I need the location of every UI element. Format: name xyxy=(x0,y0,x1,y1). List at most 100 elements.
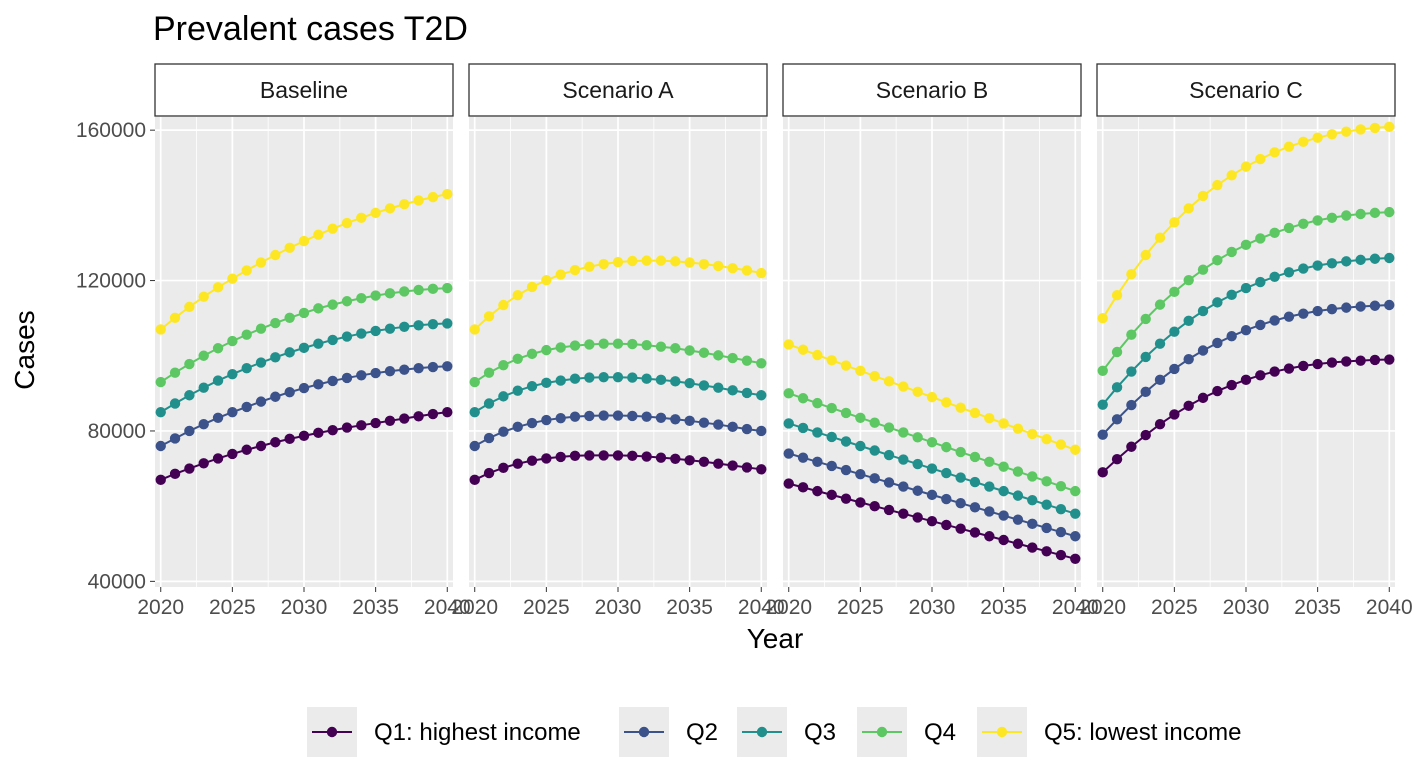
data-point xyxy=(655,255,667,266)
facet-panel-scenario-c: Scenario C 2020 2025 2030 2035 2040 xyxy=(1079,63,1413,619)
data-point xyxy=(1298,263,1309,274)
data-point xyxy=(641,373,652,384)
legend-label: Q5: lowest income xyxy=(1044,719,1241,746)
data-point xyxy=(1255,370,1266,381)
data-point xyxy=(1212,255,1223,266)
data-point xyxy=(855,412,866,423)
data-point xyxy=(555,342,566,353)
data-point xyxy=(1197,305,1209,317)
data-point xyxy=(512,385,523,396)
data-point xyxy=(313,338,324,349)
data-point xyxy=(840,464,852,476)
data-point xyxy=(155,324,166,335)
data-point xyxy=(284,347,295,358)
data-point xyxy=(627,450,638,461)
data-point xyxy=(442,318,453,329)
x-tick-label: 2020 xyxy=(765,596,812,619)
data-point xyxy=(1111,453,1123,465)
data-point xyxy=(1183,315,1194,326)
data-point xyxy=(969,502,981,513)
facet-strip-label: Baseline xyxy=(260,77,348,103)
facet-strip xyxy=(1096,63,1396,117)
data-point xyxy=(1226,379,1237,391)
data-point xyxy=(1312,305,1323,317)
data-point xyxy=(1183,274,1194,286)
data-point xyxy=(598,338,609,349)
data-point xyxy=(1226,331,1237,342)
data-point xyxy=(612,410,624,421)
data-point xyxy=(869,417,880,428)
data-point xyxy=(227,335,238,347)
data-point xyxy=(1154,374,1166,386)
data-point xyxy=(955,472,966,483)
data-point xyxy=(1240,239,1252,251)
data-point xyxy=(155,376,166,388)
data-point xyxy=(612,338,624,349)
data-point xyxy=(670,256,681,267)
data-point xyxy=(584,372,595,383)
data-point xyxy=(584,339,595,350)
data-point xyxy=(756,464,767,475)
data-point xyxy=(555,412,566,424)
data-point xyxy=(883,504,895,516)
data-point xyxy=(941,493,952,505)
facet-strip xyxy=(154,63,454,117)
data-point xyxy=(1183,203,1194,214)
data-point xyxy=(427,191,439,203)
data-point xyxy=(1140,249,1151,261)
data-point xyxy=(1312,358,1323,370)
data-point xyxy=(1226,246,1237,258)
data-point xyxy=(1312,260,1323,271)
data-point xyxy=(869,445,880,456)
data-point xyxy=(1298,218,1309,229)
series-5 xyxy=(783,339,1081,455)
data-point xyxy=(612,371,624,383)
data-point xyxy=(855,469,866,480)
data-point xyxy=(1111,346,1123,358)
x-tick-label: 2040 xyxy=(738,596,785,619)
data-point xyxy=(1126,399,1137,411)
data-point xyxy=(698,258,710,270)
data-point xyxy=(1298,360,1309,372)
data-point xyxy=(926,391,938,403)
data-point xyxy=(526,348,538,360)
data-point xyxy=(1312,215,1323,226)
series-3 xyxy=(1097,252,1395,410)
data-point xyxy=(1355,301,1366,312)
data-point xyxy=(241,401,252,413)
data-point xyxy=(1355,355,1366,366)
data-point xyxy=(1140,386,1151,398)
data-point xyxy=(655,374,667,386)
data-point xyxy=(1055,526,1067,538)
data-point xyxy=(941,519,952,531)
data-point xyxy=(684,378,695,389)
data-point xyxy=(1169,286,1180,298)
data-point xyxy=(1283,222,1295,234)
data-point xyxy=(227,406,238,418)
data-point xyxy=(1097,399,1108,410)
data-point xyxy=(684,257,695,268)
data-point xyxy=(898,381,909,392)
data-point xyxy=(541,274,552,286)
legend: Q1: highest income Q2 Q3 Q4 Q5: lowest incom… xyxy=(307,707,1241,757)
facet-panel-scenario-b: Scenario B 2020 2025 2030 2035 2040 xyxy=(765,63,1099,619)
data-point xyxy=(483,367,495,378)
data-point xyxy=(284,387,295,398)
data-point xyxy=(1012,423,1024,434)
data-point xyxy=(255,396,267,407)
data-point xyxy=(284,242,295,254)
data-point xyxy=(569,411,581,422)
legend-item-4: Q4 xyxy=(857,707,956,757)
data-point xyxy=(840,493,852,504)
data-point xyxy=(442,406,453,418)
data-point xyxy=(526,455,538,466)
data-point xyxy=(442,188,453,200)
data-point xyxy=(941,441,952,453)
data-point xyxy=(797,452,809,463)
data-point xyxy=(341,296,353,307)
data-point xyxy=(270,317,281,329)
data-point xyxy=(356,328,367,339)
series-2 xyxy=(469,410,767,452)
series-1 xyxy=(155,406,453,486)
data-point xyxy=(1283,311,1295,322)
